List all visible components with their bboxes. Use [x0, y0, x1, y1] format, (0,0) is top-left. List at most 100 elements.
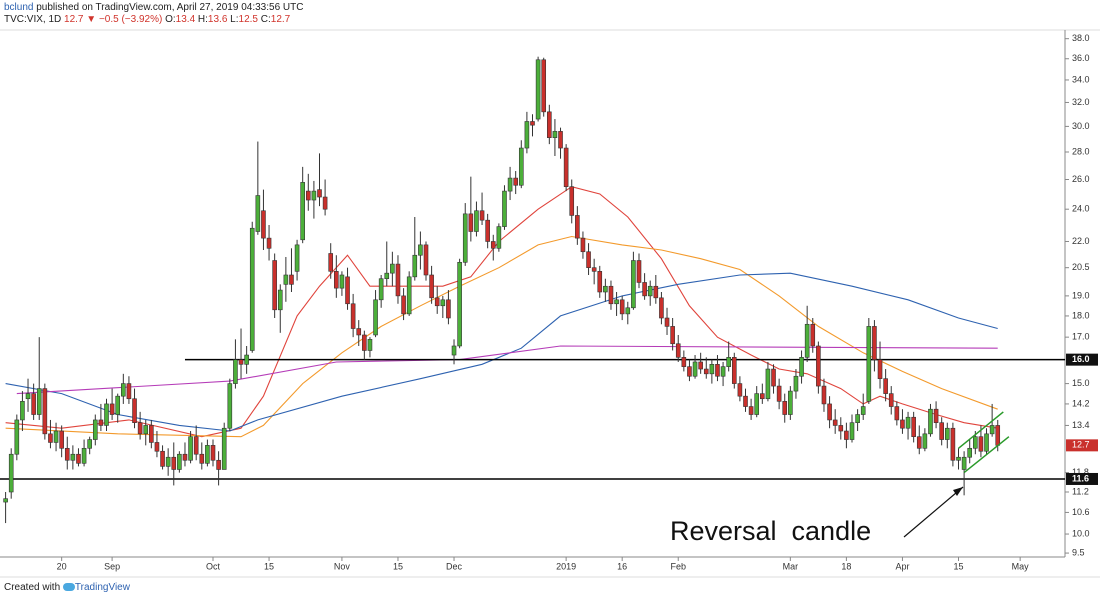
candle-body: [25, 393, 31, 400]
candle-body: [967, 447, 973, 458]
candle-body: [855, 414, 860, 423]
candle-body: [266, 237, 272, 249]
candle-body: [53, 430, 59, 443]
x-tick-label: 20: [57, 561, 67, 571]
candle-body: [844, 430, 849, 440]
candle-body: [59, 430, 64, 449]
candle-body: [754, 393, 760, 415]
candle-body: [939, 422, 944, 440]
candle-body: [132, 398, 137, 423]
candle-body: [547, 111, 552, 139]
candle-body: [193, 436, 199, 455]
candle-body: [748, 406, 754, 415]
candle-body: [675, 343, 681, 358]
candle-body: [462, 213, 468, 263]
candle-body: [944, 427, 950, 440]
moving-average: [5, 272, 998, 432]
level-tag: [1066, 353, 1098, 366]
moving-average: [5, 235, 998, 438]
candle-body: [849, 422, 855, 440]
candle-body: [788, 390, 793, 415]
candle-body: [305, 190, 311, 201]
y-tick-label: 10.6: [1072, 507, 1090, 517]
candle-body: [283, 274, 289, 285]
candle-body: [31, 393, 36, 415]
candle-body: [827, 403, 832, 421]
candle-body: [894, 406, 900, 421]
candle-body: [816, 345, 821, 387]
x-tick-label: 15: [393, 561, 403, 571]
level-label: 11.6: [1072, 473, 1089, 483]
candle-body: [345, 276, 350, 305]
logo: [62, 583, 75, 592]
candle-body: [580, 237, 586, 253]
candle-body: [143, 425, 149, 435]
candle-body: [272, 260, 277, 311]
candle-body: [418, 244, 423, 256]
candle-body: [76, 453, 81, 464]
ohlc-c-label: C:: [260, 14, 271, 25]
candle-body: [653, 285, 659, 299]
candle-body: [356, 328, 362, 336]
candle-body: [530, 121, 535, 126]
candle-body: [328, 253, 334, 272]
candle-body: [423, 244, 429, 276]
candle-body: [603, 285, 608, 293]
candle-body: [872, 326, 877, 360]
x-tick-label: Sep: [104, 561, 120, 571]
candle-body: [70, 453, 76, 461]
candle-body: [860, 406, 866, 415]
candle-body: [395, 263, 401, 297]
candle-body: [625, 307, 631, 315]
candle-body: [468, 213, 474, 232]
symbol: TVC:VIX, 1D: [4, 14, 62, 25]
y-tick-label: 14.2: [1072, 398, 1090, 408]
candle-body: [42, 388, 48, 435]
candle-body: [877, 359, 883, 379]
candle-body: [642, 282, 647, 297]
y-tick-label: 10.0: [1072, 528, 1090, 538]
candle-body: [636, 260, 642, 283]
candle-body: [81, 447, 87, 464]
candle-body: [294, 244, 300, 272]
y-tick-label: 15.0: [1072, 378, 1090, 388]
candle-body: [401, 295, 406, 315]
candle-body: [311, 190, 317, 201]
candle-body: [334, 271, 339, 289]
annotation-arrow: [903, 486, 964, 538]
candle-body: [378, 278, 384, 301]
candle-body: [995, 425, 1001, 446]
y-tick-label: 11.8: [1072, 467, 1089, 477]
candle-body: [485, 219, 490, 242]
candle-body: [922, 433, 928, 449]
candle-body: [793, 375, 799, 392]
candle-body: [367, 339, 373, 351]
candle-body: [541, 59, 547, 113]
candle-body: [821, 385, 827, 405]
y-tick-label: 19.0: [1072, 290, 1090, 300]
candle-body: [933, 408, 939, 423]
candle-body: [743, 395, 748, 407]
candle-body: [64, 447, 70, 461]
x-tick-label: Apr: [895, 561, 909, 571]
candle-body: [810, 323, 816, 347]
candle-body: [888, 393, 894, 407]
candle-body: [664, 317, 670, 327]
y-tick-label: 30.0: [1072, 121, 1090, 131]
candle-body: [115, 395, 121, 415]
y-tick-label: 36.0: [1072, 53, 1090, 63]
candle-body: [900, 419, 905, 429]
candle-body: [221, 427, 227, 470]
candle-body: [126, 383, 132, 400]
candle-body: [771, 368, 776, 387]
candle-body: [98, 419, 104, 426]
candle-body: [384, 272, 390, 280]
candle-body: [804, 323, 810, 358]
candle-body: [440, 299, 446, 307]
candle-body: [154, 442, 160, 452]
symbol-line: TVC:VIX, 1D 12.7 ▼ −0.5 (−3.92%) O:13.4 …: [4, 14, 290, 25]
moving-average: [5, 186, 998, 438]
arrow-head: [953, 487, 963, 496]
